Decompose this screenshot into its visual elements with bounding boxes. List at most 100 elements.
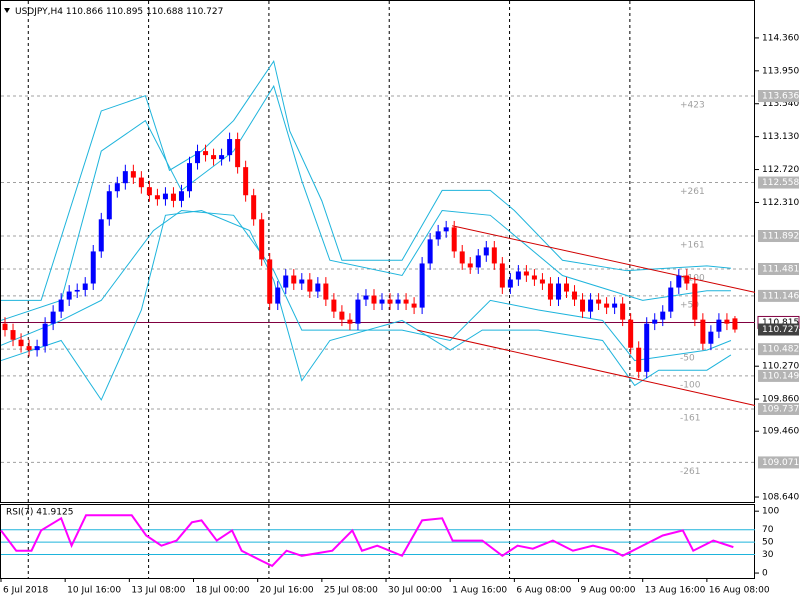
candle-body [130,171,136,178]
candle-body [203,151,209,156]
candle-body [539,279,545,284]
candle-body [331,299,337,312]
candle-body [491,247,497,264]
candle-body [299,279,305,284]
bollinger-band [0,84,731,321]
candle-body [443,227,449,232]
candle-body [684,275,690,284]
candle-body [42,323,48,347]
x-tick-label: 20 Jul 16:00 [260,586,314,596]
candle-body [507,279,513,288]
x-tick-label: 18 Jul 00:00 [196,586,250,596]
y-tick-label: 109.860 [762,395,799,405]
level-label-box [758,369,799,382]
candle-body [227,139,233,156]
channel-line [452,225,756,293]
candle-body [459,251,465,264]
candle-body [499,263,505,288]
price-label-box [758,323,799,336]
ohlc-open: 110.866 [66,7,103,17]
candle-body [211,155,217,160]
candle-body [2,323,8,331]
candle-body [18,339,24,347]
candle-body [170,193,176,201]
candle-body [58,299,64,312]
candle-body [355,299,361,324]
rsi-panel [0,504,755,579]
level-label: 110.149 [762,371,799,381]
ohlc-low: 110.688 [146,7,183,17]
level-tag: +423 [680,101,705,111]
level-label-box [758,402,799,415]
x-tick-label: 1 Aug 16:00 [452,586,507,596]
y-tick-label: 113.540 [762,99,799,109]
candle-body [395,299,401,304]
candle-body [34,346,40,351]
candle-body [604,303,610,308]
candle-body [419,263,425,308]
rsi-tick-label: 100 [762,507,779,517]
rsi-label: RSI(7) 41.9125 [6,508,73,518]
candle-body [219,155,225,160]
level-tag: -50 [680,354,695,364]
level-tag: +161 [680,241,705,251]
candle-body [146,187,152,196]
candle-body [74,289,80,292]
level-tag: -161 [680,413,700,423]
ohlc-high: 110.895 [106,7,143,17]
channel-line [417,329,756,407]
x-tick-label: 16 Aug 08:00 [709,586,770,596]
candle-body [564,283,569,292]
level-label-box [758,230,799,243]
candle-body [363,295,369,300]
rsi-tick-label: 50 [762,538,774,548]
y-tick-label: 109.460 [762,427,799,437]
candle-body [243,167,249,196]
candle-body [644,323,650,372]
candle-body [555,283,561,300]
level-label-box [758,176,799,189]
candle-body [435,231,441,240]
candle-body [676,275,682,288]
candle-body [427,239,433,264]
x-tick-label: 10 Jul 16:00 [67,586,121,596]
candle-body [612,303,618,308]
candle-body [291,275,297,284]
candle-body [251,195,257,220]
candle-body [620,303,626,320]
candle-body [596,299,602,304]
symbol: USDJPY,H4 [15,7,63,17]
candle-body [235,139,241,168]
candle-body [267,259,273,304]
x-tick-label: 6 Aug 08:00 [516,586,571,596]
candle-body [154,195,160,200]
menu-icon[interactable] [4,8,10,13]
price-label: 110.727 [762,325,799,335]
candle-body [451,227,457,252]
candle-body [636,347,642,372]
level-label: 112.558 [762,178,799,188]
candle-body [652,319,658,324]
candle-body [339,311,345,320]
level-label-box [758,343,799,356]
candle-body [178,191,184,201]
rsi-tick-label: 30 [762,550,774,560]
y-tick-label: 113.130 [762,132,799,142]
candle-body [716,319,722,332]
level-label: 109.737 [762,404,799,414]
level-label: 111.892 [762,232,799,242]
candle-body [572,291,578,300]
candle-body [724,319,730,324]
candle-body [82,283,88,290]
bollinger-band [1,59,731,301]
candle-body [98,219,104,252]
candle-body [195,151,201,164]
candle-body [90,251,96,284]
level-label: 109.071 [762,458,799,468]
x-tick-label: 6 Jul 2018 [3,586,48,596]
level-label: 111.146 [762,291,799,301]
marker-label: 110.815 [762,318,799,328]
candle-body [106,191,112,220]
candle-body [187,163,192,192]
candle-body [50,311,56,324]
